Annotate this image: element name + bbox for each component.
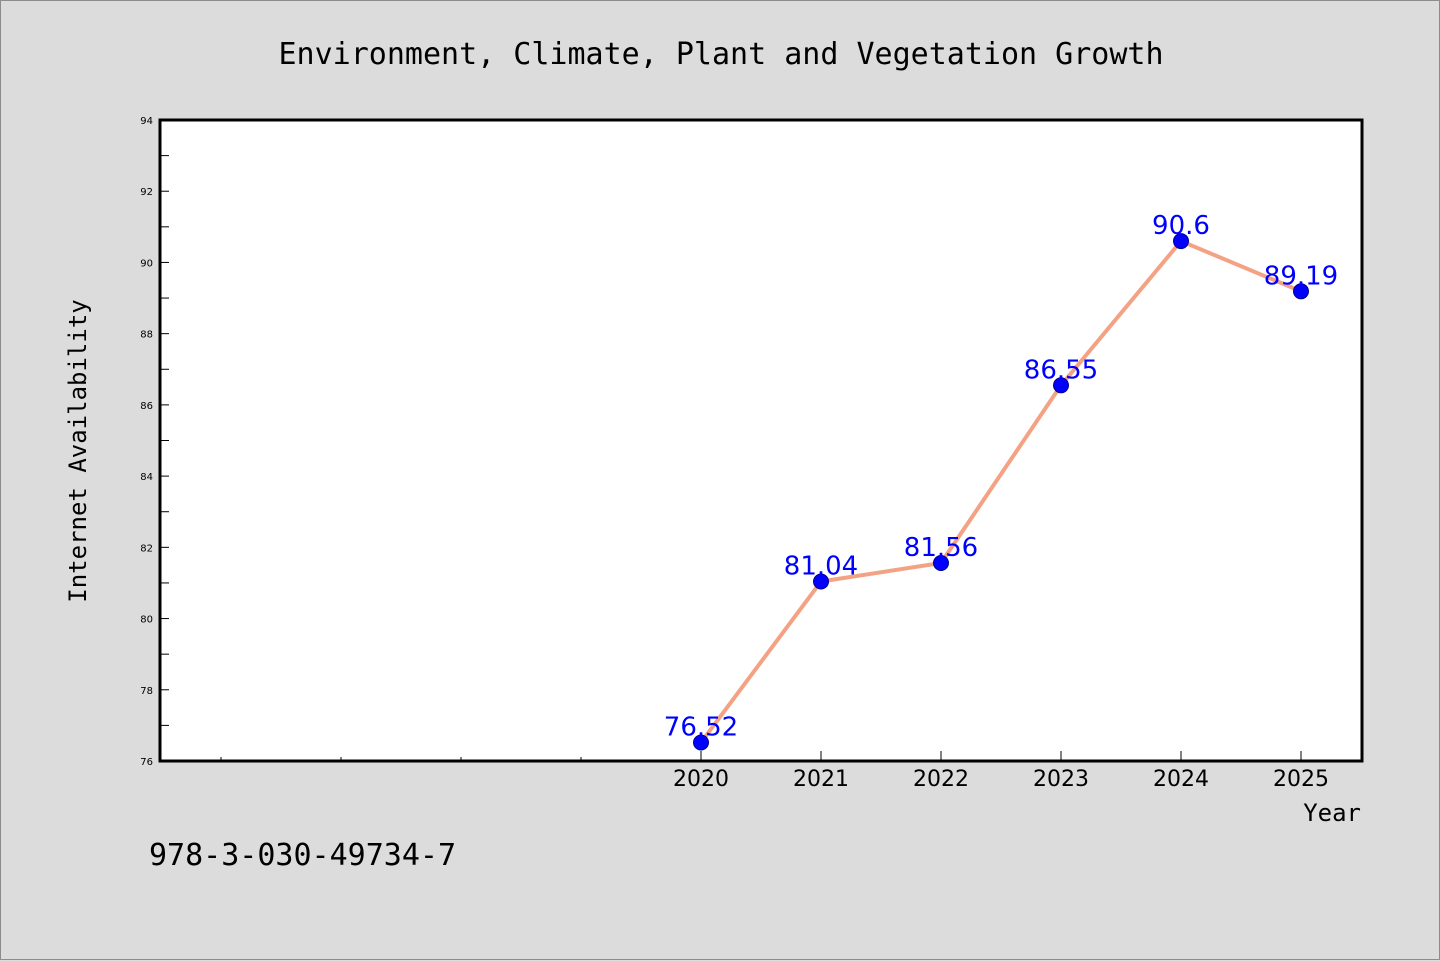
y-tick-label: 78	[140, 686, 153, 697]
y-tick-label: 92	[140, 187, 153, 198]
data-point	[693, 734, 709, 751]
y-tick-label: 90	[140, 258, 153, 269]
series-line	[699, 239, 1302, 744]
chart-title: Environment, Climate, Plant and Vegetati…	[278, 37, 1163, 72]
x-axis-title: Year	[1303, 799, 1361, 827]
series-layer: 76.52 81.04 81.56 86.55 90.6 89.19	[664, 211, 1338, 751]
y-tick-label: 94	[140, 116, 153, 127]
data-point	[1053, 377, 1069, 394]
data-label: 81.56	[904, 533, 978, 563]
y-axis: 76 78 80 82 84 86 88 90 92 94	[140, 116, 169, 768]
x-axis: 2020 2021 2022 2023 2024 2025	[220, 751, 1329, 792]
x-tick-label: 2021	[793, 767, 849, 792]
y-tick-label: 82	[140, 543, 153, 554]
y-axis-title: Internet Availability	[64, 299, 92, 602]
x-tick-label: 2025	[1273, 767, 1329, 792]
x-tick-label: 2023	[1033, 767, 1089, 792]
plot-area	[158, 118, 1364, 763]
y-tick-label: 86	[140, 401, 153, 412]
data-label: 86.55	[1024, 355, 1098, 385]
data-label: 76.52	[664, 712, 738, 742]
data-point	[1293, 283, 1309, 300]
y-tick-label: 88	[140, 330, 153, 341]
y-tick-label: 76	[140, 757, 153, 768]
data-point	[1173, 233, 1189, 250]
y-tick-label: 84	[140, 472, 153, 483]
data-label: 90.6	[1152, 211, 1210, 241]
x-tick-label: 2024	[1153, 767, 1209, 792]
data-label: 89.19	[1264, 261, 1338, 291]
data-label: 81.04	[784, 552, 858, 582]
data-point	[813, 573, 829, 590]
footnote: 978-3-030-49734-7	[149, 838, 456, 873]
x-tick-label: 2020	[673, 767, 729, 792]
y-tick-label: 80	[140, 615, 153, 626]
data-point	[933, 555, 949, 572]
x-tick-label: 2022	[913, 767, 969, 792]
